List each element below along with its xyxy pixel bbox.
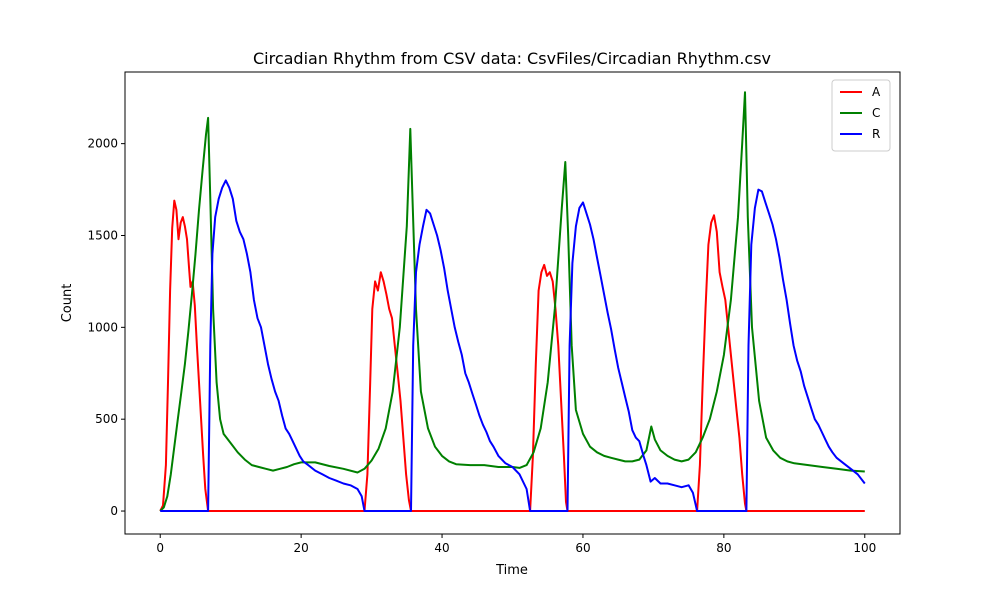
x-axis: 0 20 40 60 80 100: [156, 534, 876, 555]
y-tick-label: 1000: [87, 320, 118, 334]
legend: ACR: [831, 79, 891, 152]
y-tick-label: 2000: [87, 137, 118, 151]
x-tick-label: 60: [575, 541, 590, 555]
series-line-a: [159, 199, 865, 512]
y-tick-label: 500: [95, 412, 118, 426]
y-tick-label: 1500: [87, 228, 118, 242]
x-tick-label: 20: [293, 541, 308, 555]
x-tick-label: 0: [156, 541, 164, 555]
x-tick-label: 40: [434, 541, 449, 555]
series-line-r: [160, 179, 866, 512]
plot-area: [159, 91, 866, 512]
y-tick-label: 0: [110, 504, 118, 518]
legend-label-a: A: [872, 85, 881, 99]
y-axis-label: Count: [60, 284, 75, 323]
plot-frame: [124, 71, 901, 535]
legend-label-r: R: [872, 127, 880, 141]
y-axis: 0 500 1000 1500 2000: [87, 137, 125, 518]
x-axis-label: Time: [495, 563, 528, 578]
chart-title: Circadian Rhythm from CSV data: CsvFiles…: [253, 49, 771, 68]
legend-box: [831, 79, 891, 152]
x-tick-label: 100: [853, 541, 876, 555]
x-tick-label: 80: [716, 541, 731, 555]
legend-label-c: C: [872, 106, 880, 120]
series-line-c: [159, 91, 865, 512]
